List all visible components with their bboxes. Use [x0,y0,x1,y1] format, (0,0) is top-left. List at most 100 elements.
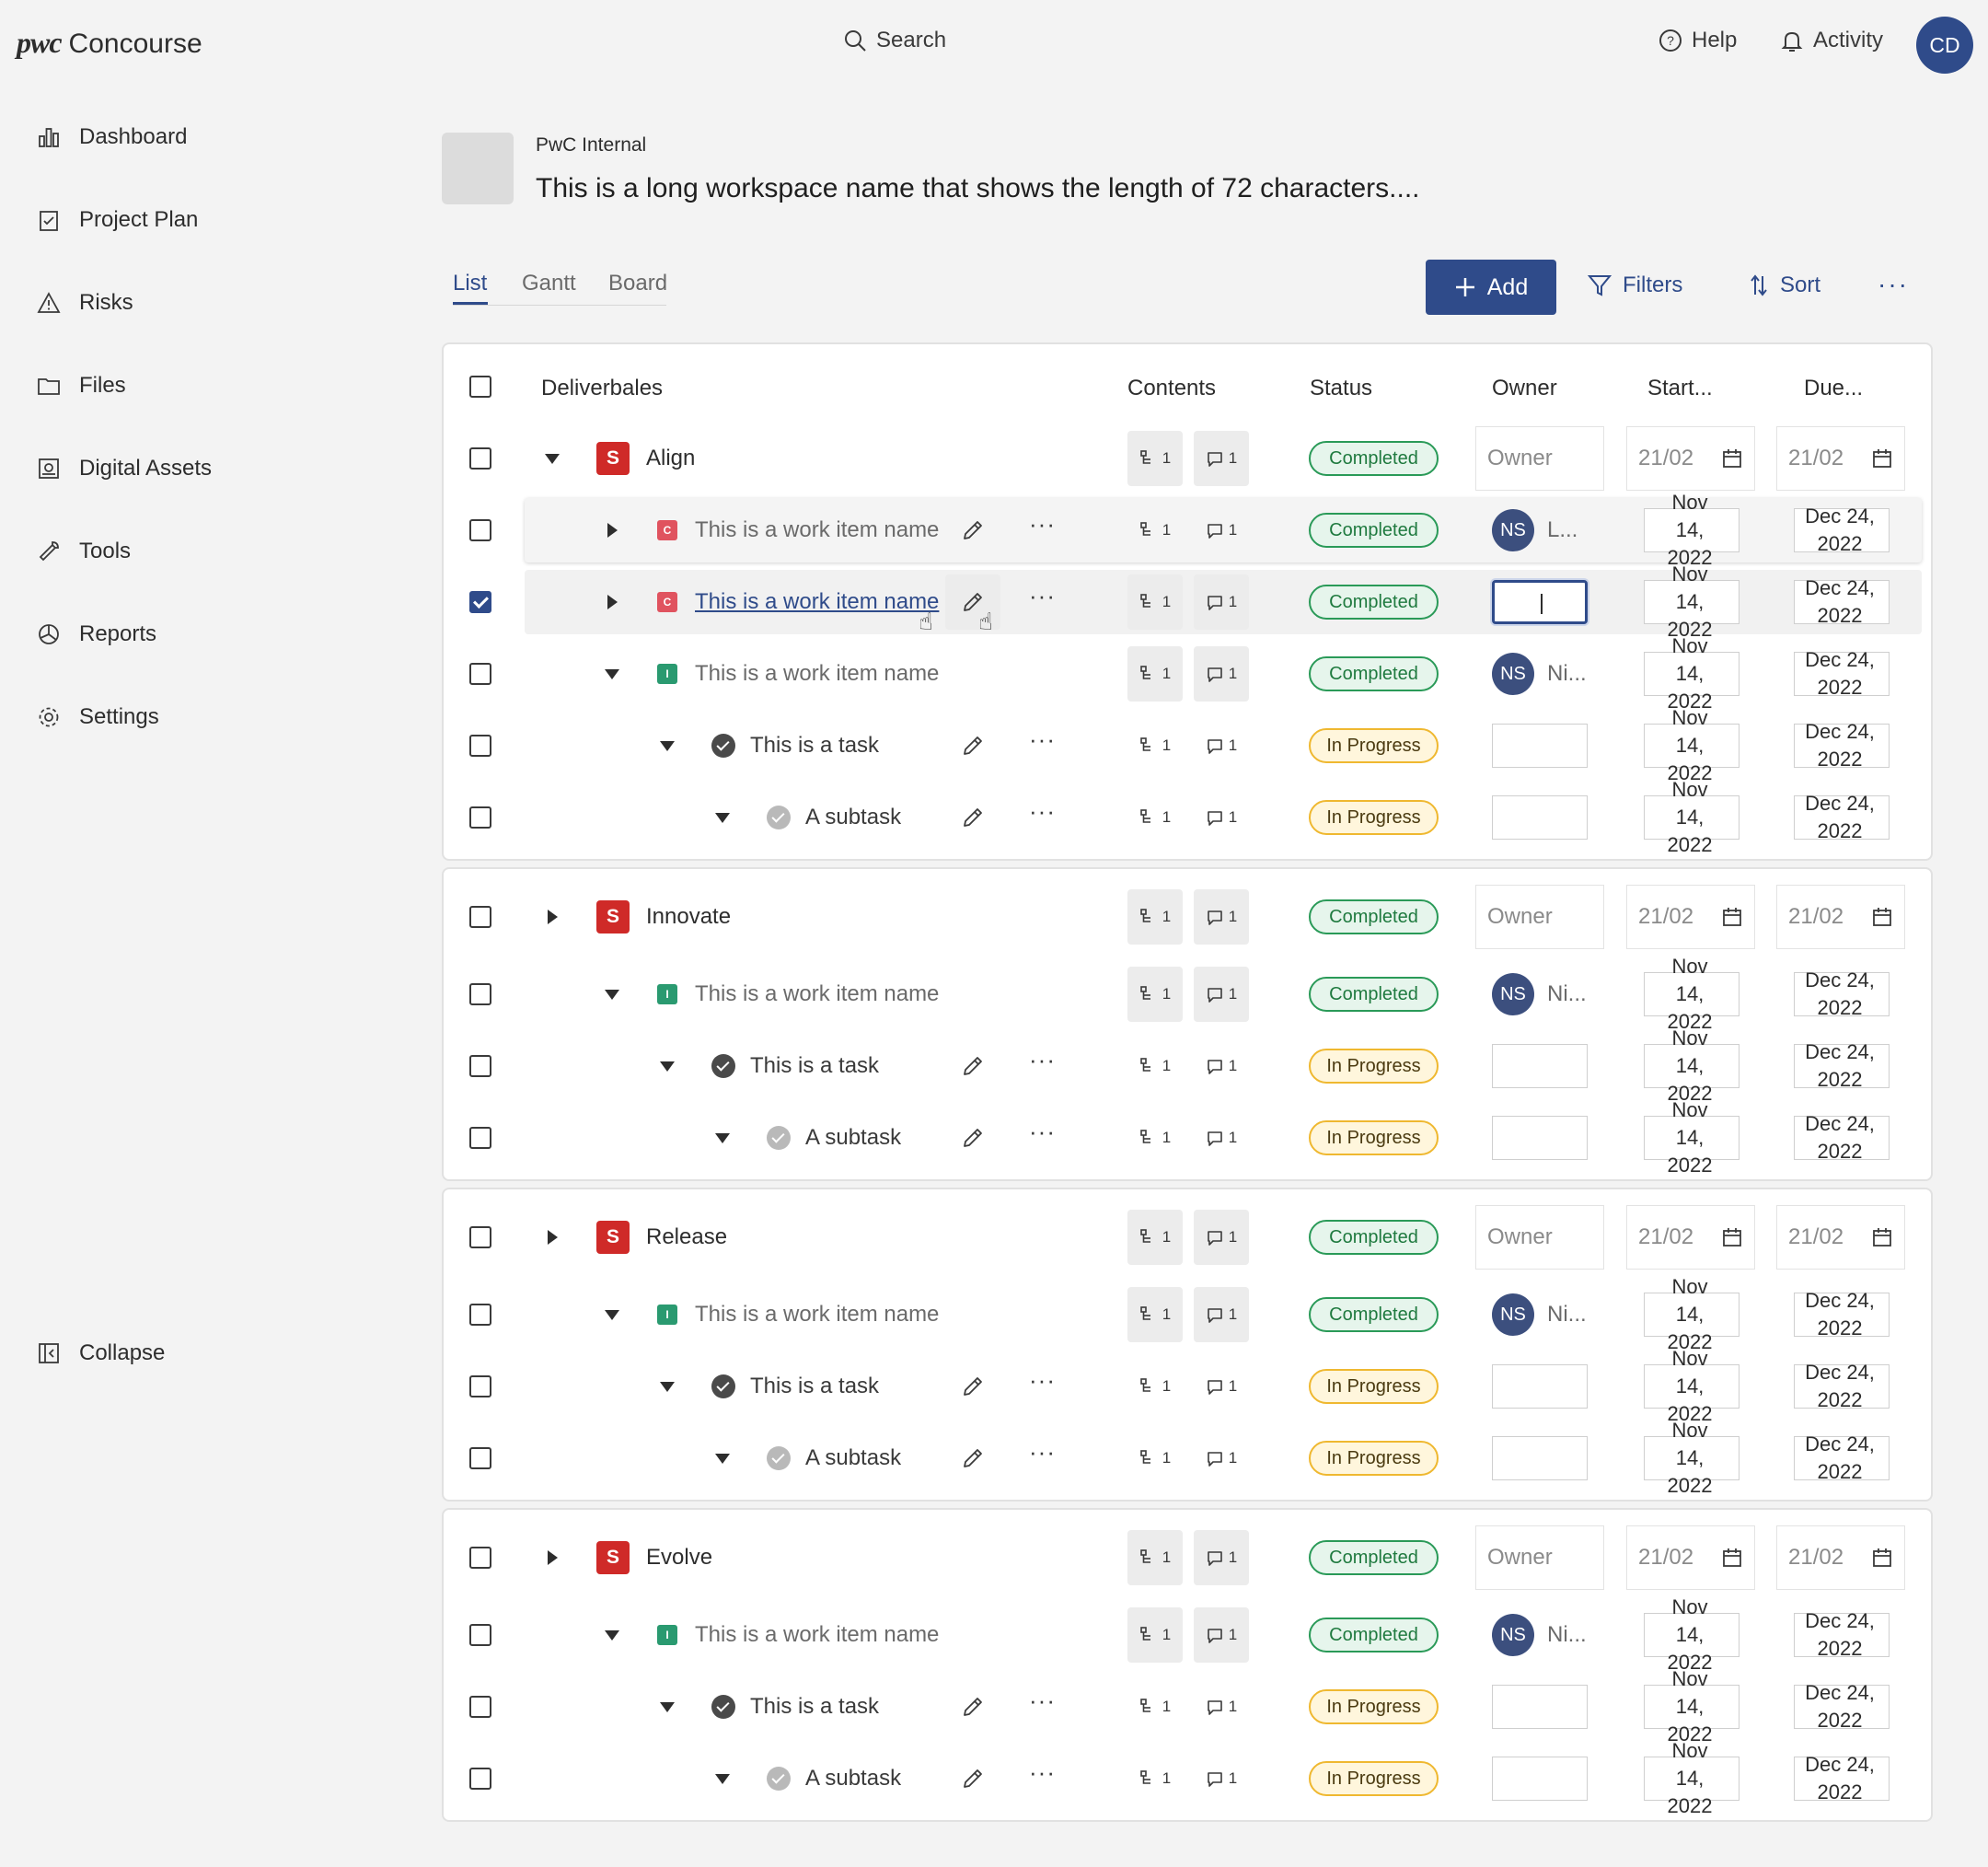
search-button[interactable]: Search [843,28,946,53]
links-count[interactable]: 1 [1127,646,1183,702]
owner-input[interactable] [1492,1044,1588,1088]
task-complete-icon[interactable] [711,734,735,758]
start-date-field[interactable] [1644,652,1740,696]
due-date-field[interactable] [1794,1613,1890,1657]
sidebar-item-reports[interactable]: Reports [37,621,156,647]
deliverable-name[interactable]: Evolve [646,1545,713,1570]
row-checkbox[interactable] [469,1696,491,1718]
status-badge[interactable]: In Progress [1309,1441,1439,1476]
due-date-field[interactable]: 21/02 [1776,1205,1905,1270]
due-date-field[interactable] [1794,1436,1890,1480]
row-more-button[interactable]: ··· [1029,797,1056,825]
expand-chevron-down-icon[interactable] [660,1702,675,1712]
row-checkbox[interactable] [469,663,491,685]
expand-chevron-right-icon[interactable] [548,910,558,924]
user-avatar[interactable]: CD [1916,17,1973,74]
select-all-checkbox[interactable] [469,376,491,398]
comments-count[interactable]: 1 [1194,1359,1249,1414]
comments-count[interactable]: 1 [1194,967,1249,1022]
links-count[interactable]: 1 [1127,1751,1183,1806]
start-date-field[interactable] [1644,508,1740,552]
owner-input[interactable] [1492,1757,1588,1801]
expand-chevron-down-icon[interactable] [545,454,560,464]
task-complete-icon[interactable] [711,1054,735,1078]
subtask-name[interactable]: A subtask [805,1125,902,1150]
comments-count[interactable]: 1 [1194,790,1249,845]
due-date-field[interactable] [1794,1116,1890,1160]
links-count[interactable]: 1 [1127,790,1183,845]
work-item-name[interactable]: This is a work item name [695,589,940,614]
column-header-deliverables[interactable]: Deliverbales [541,376,664,400]
owner-input[interactable] [1492,580,1588,624]
edit-button[interactable] [945,1751,1000,1806]
links-count[interactable]: 1 [1127,1038,1183,1094]
due-date-field[interactable] [1794,724,1890,768]
edit-button[interactable] [945,574,1000,630]
row-checkbox[interactable] [469,1304,491,1326]
task-name[interactable]: This is a task [750,1694,880,1719]
links-count[interactable]: 1 [1127,1530,1183,1585]
row-more-button[interactable]: ··· [1029,1046,1056,1073]
expand-chevron-down-icon[interactable] [605,1630,619,1641]
row-checkbox[interactable] [469,1127,491,1149]
status-badge[interactable]: Completed [1309,899,1439,934]
column-header-start[interactable]: Start... [1647,376,1713,400]
comments-count[interactable]: 1 [1194,1110,1249,1165]
sidebar-item-dashboard[interactable]: Dashboard [37,124,187,150]
sidebar-item-project-plan[interactable]: Project Plan [37,207,198,233]
due-date-field[interactable] [1794,1757,1890,1801]
start-date-field[interactable] [1644,1116,1740,1160]
status-badge[interactable]: In Progress [1309,728,1439,763]
links-count[interactable]: 1 [1127,1110,1183,1165]
start-date-field[interactable]: 21/02 [1626,885,1755,949]
links-count[interactable]: 1 [1127,1287,1183,1342]
row-more-button[interactable]: ··· [1029,510,1056,538]
subtask-complete-icon[interactable] [767,806,791,829]
row-checkbox[interactable] [469,1547,491,1569]
expand-chevron-down-icon[interactable] [715,813,730,823]
row-checkbox[interactable] [469,1624,491,1646]
status-badge[interactable]: Completed [1309,1297,1439,1332]
comments-count[interactable]: 1 [1194,503,1249,558]
edit-button[interactable] [945,790,1000,845]
status-badge[interactable]: Completed [1309,1220,1439,1255]
task-complete-icon[interactable] [711,1695,735,1719]
sidebar-item-files[interactable]: Files [37,373,126,399]
column-header-contents[interactable]: Contents [1127,376,1217,400]
row-more-button[interactable]: ··· [1029,1366,1056,1394]
status-badge[interactable]: In Progress [1309,800,1439,835]
status-badge[interactable]: Completed [1309,1618,1439,1652]
row-checkbox[interactable] [469,906,491,928]
add-button[interactable]: Add [1426,260,1556,315]
due-date-field[interactable] [1794,580,1890,624]
expand-chevron-down-icon[interactable] [715,1774,730,1784]
subtask-name[interactable]: A subtask [805,1766,902,1791]
owner-assignee[interactable]: NS L... [1492,509,1578,551]
row-more-button[interactable]: ··· [1029,725,1056,753]
comments-count[interactable]: 1 [1194,1038,1249,1094]
task-name[interactable]: This is a task [750,1374,880,1398]
edit-button[interactable] [945,1679,1000,1734]
subtask-name[interactable]: A subtask [805,805,902,829]
column-header-due[interactable]: Due... [1804,376,1864,400]
due-date-field[interactable] [1794,652,1890,696]
more-options-button[interactable]: ··· [1878,270,1909,298]
subtask-name[interactable]: A subtask [805,1445,902,1470]
activity-button[interactable]: Activity [1780,28,1883,53]
row-checkbox[interactable] [469,591,491,613]
comments-count[interactable]: 1 [1194,889,1249,945]
row-checkbox[interactable] [469,806,491,829]
row-more-button[interactable]: ··· [1029,1438,1056,1466]
links-count[interactable]: 1 [1127,889,1183,945]
expand-chevron-down-icon[interactable] [605,669,619,679]
status-badge[interactable]: Completed [1309,656,1439,691]
comments-count[interactable]: 1 [1194,1530,1249,1585]
links-count[interactable]: 1 [1127,1431,1183,1486]
row-checkbox[interactable] [469,983,491,1005]
subtask-complete-icon[interactable] [767,1126,791,1150]
deliverable-name[interactable]: Release [646,1224,728,1249]
row-checkbox[interactable] [469,519,491,541]
owner-input[interactable] [1492,1364,1588,1409]
status-badge[interactable]: In Progress [1309,1369,1439,1404]
edit-button[interactable] [945,1110,1000,1165]
